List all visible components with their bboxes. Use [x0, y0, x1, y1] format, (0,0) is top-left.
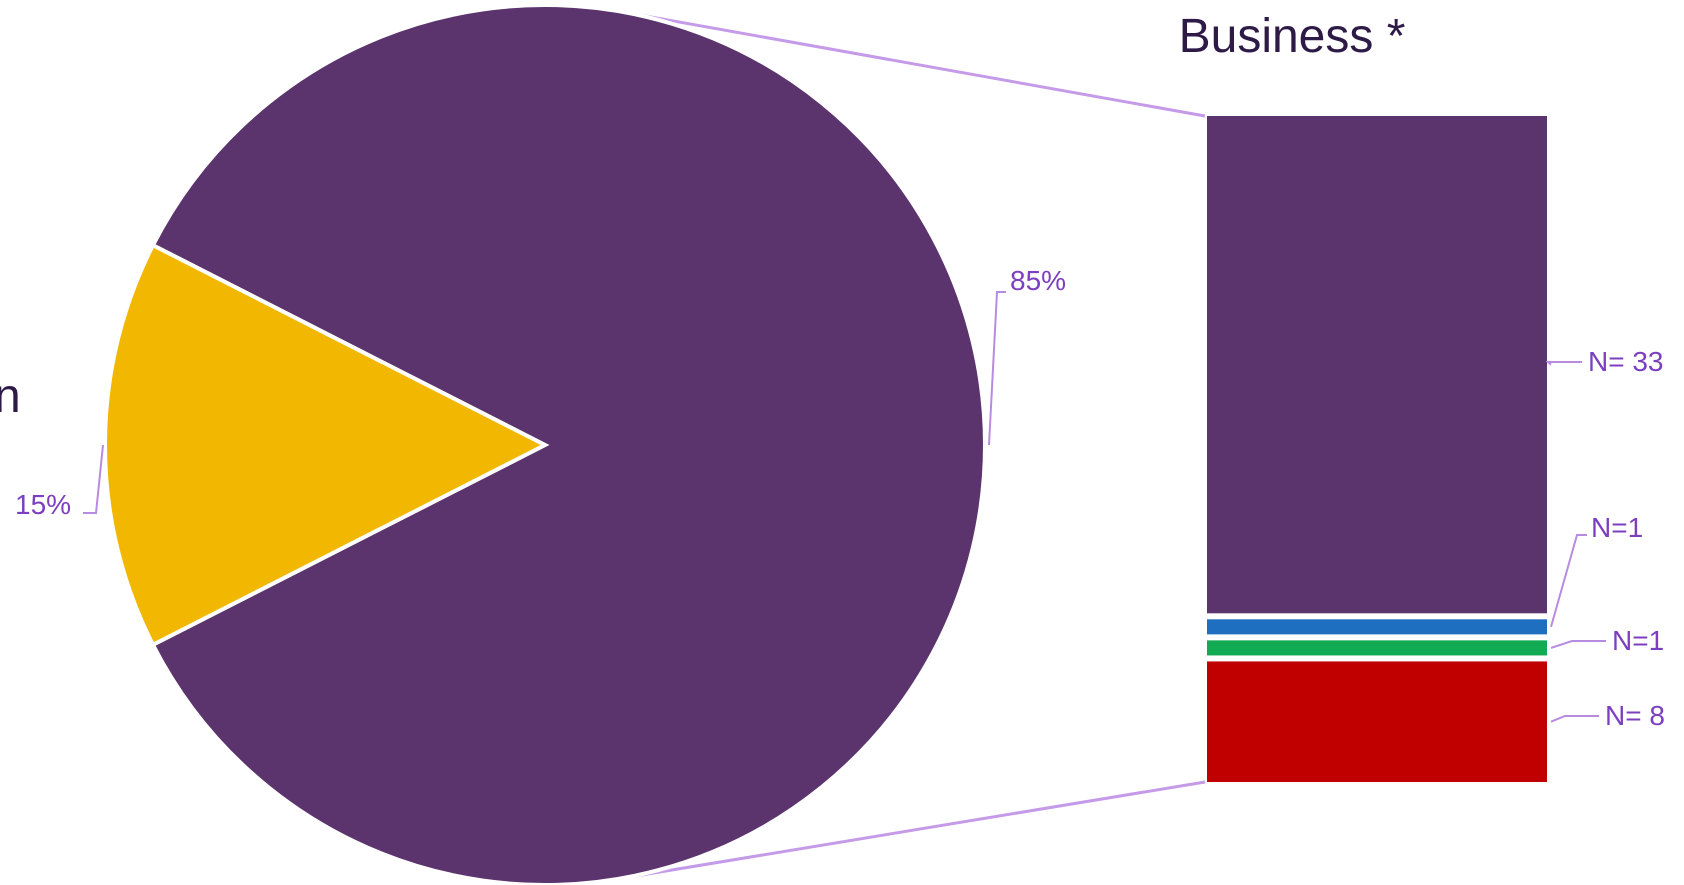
bar-segment-1	[1207, 116, 1547, 614]
bar-label-leader-3	[1550, 640, 1606, 649]
connector-top	[621, 10, 1206, 118]
bar-segment-3	[1207, 640, 1547, 656]
pie-label-leader-1	[988, 291, 1006, 446]
bar-label-leader-4	[1550, 715, 1599, 723]
pie-slice-2	[103, 242, 550, 648]
bar-labels: N= 33 N=1 N=1 N= 8	[1545, 346, 1665, 731]
pie-label-leader-2	[83, 444, 104, 514]
connector-lines	[621, 10, 1206, 880]
bar-segment-2	[1207, 619, 1547, 635]
breakdown-title: Business *	[1179, 10, 1406, 63]
bar-label-leader-1	[1545, 361, 1582, 366]
bar-segment-4	[1207, 661, 1547, 782]
bar-label-leader-2	[1550, 534, 1587, 628]
bar-label-3: N=1	[1612, 625, 1664, 656]
pie	[103, 3, 987, 885]
pie-label-1: 85%	[1010, 265, 1066, 296]
pie-label-2: 15%	[15, 489, 71, 520]
pie-slice-1	[150, 3, 987, 885]
bar-label-2: N=1	[1591, 512, 1643, 543]
pie-labels: 85% 15%	[15, 265, 1066, 520]
bar-label-4: N= 8	[1605, 700, 1665, 731]
bar-label-1: N= 33	[1588, 346, 1664, 377]
stacked-bar	[1207, 116, 1547, 782]
connector-bottom	[621, 780, 1206, 880]
clipped-text: n	[0, 370, 21, 423]
